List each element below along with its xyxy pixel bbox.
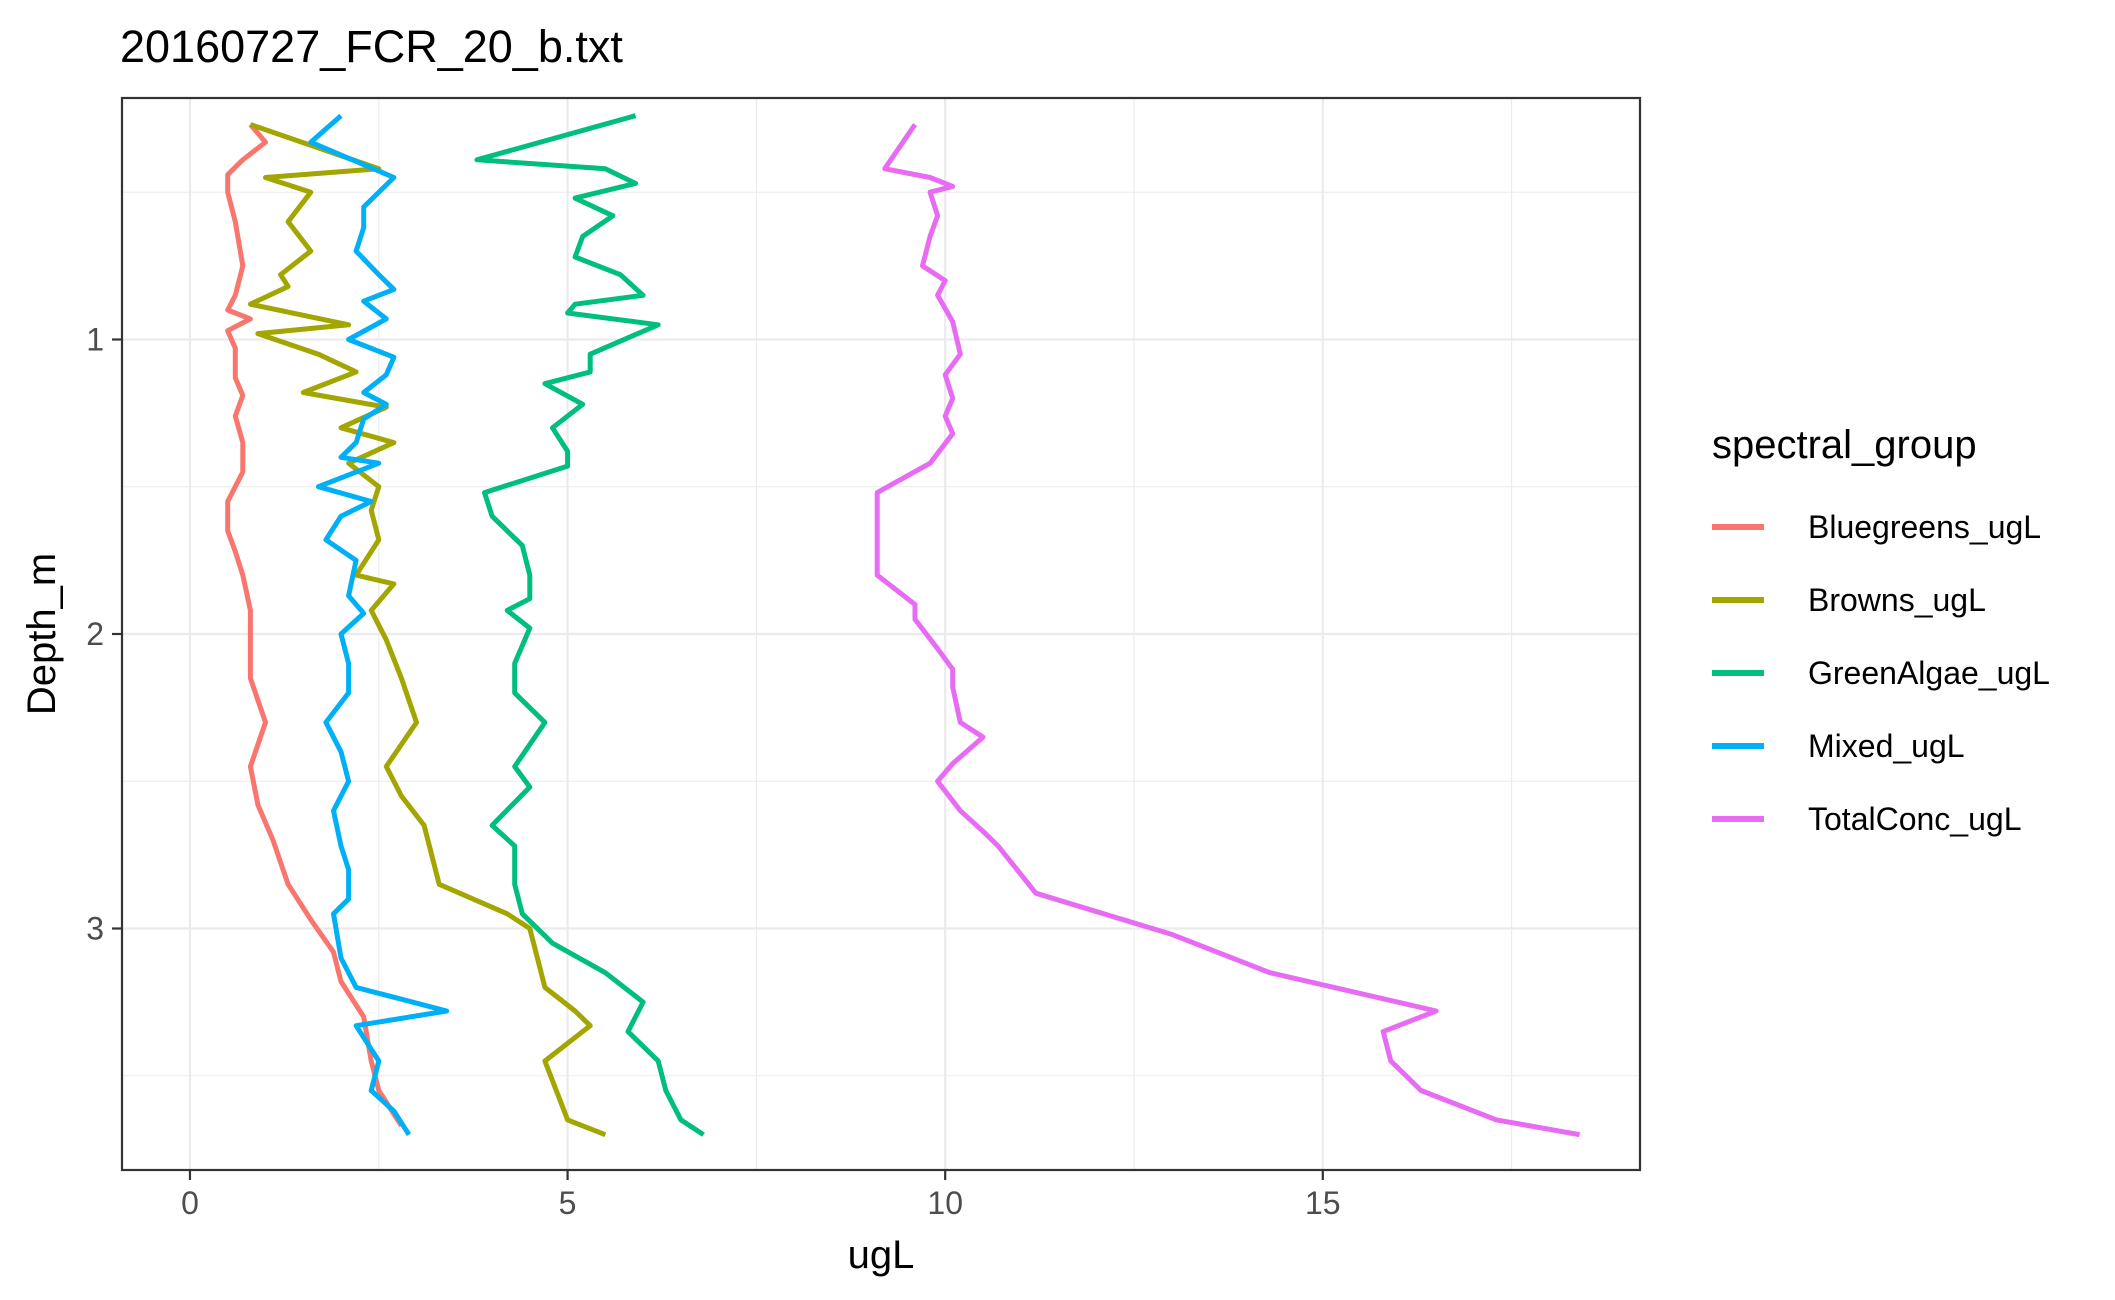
- legend-label: TotalConc_ugL: [1808, 801, 2021, 837]
- y-tick-label: 2: [86, 616, 104, 652]
- series-line-greenalgae-ugl: [474, 113, 705, 1137]
- y-tick-label: 3: [86, 911, 104, 947]
- y-tick-label: 1: [86, 321, 104, 357]
- x-tick-label: 15: [1305, 1185, 1341, 1221]
- series-line-bluegreens-ugl: [225, 122, 404, 1128]
- chart-title: 20160727_FCR_20_b.txt: [120, 21, 623, 72]
- x-axis-title: ugL: [848, 1233, 915, 1277]
- legend-label: Mixed_ugL: [1808, 728, 1965, 764]
- x-tick-label: 10: [927, 1185, 963, 1221]
- series-line-browns-ugl: [247, 122, 607, 1138]
- legend-label: GreenAlgae_ugL: [1808, 655, 2050, 691]
- series-line-mixed-ugl: [308, 113, 450, 1137]
- legend-label: Bluegreens_ugL: [1808, 509, 2041, 545]
- y-axis-title: Depth_m: [20, 553, 64, 715]
- y-axis: 1 2 3: [86, 321, 122, 947]
- legend-title: spectral_group: [1712, 423, 1977, 467]
- x-tick-label: 5: [559, 1185, 577, 1221]
- legend: spectral_group Bluegreens_ugL Browns_ugL G…: [1712, 423, 2050, 837]
- x-tick-label: 0: [181, 1185, 199, 1221]
- legend-label: Browns_ugL: [1808, 582, 1986, 618]
- series-lines: [225, 113, 1581, 1138]
- major-gridlines-y: [122, 338, 1640, 930]
- series-line-totalconc-ugl: [874, 123, 1581, 1138]
- x-axis: 0 5 10 15: [181, 1170, 1341, 1221]
